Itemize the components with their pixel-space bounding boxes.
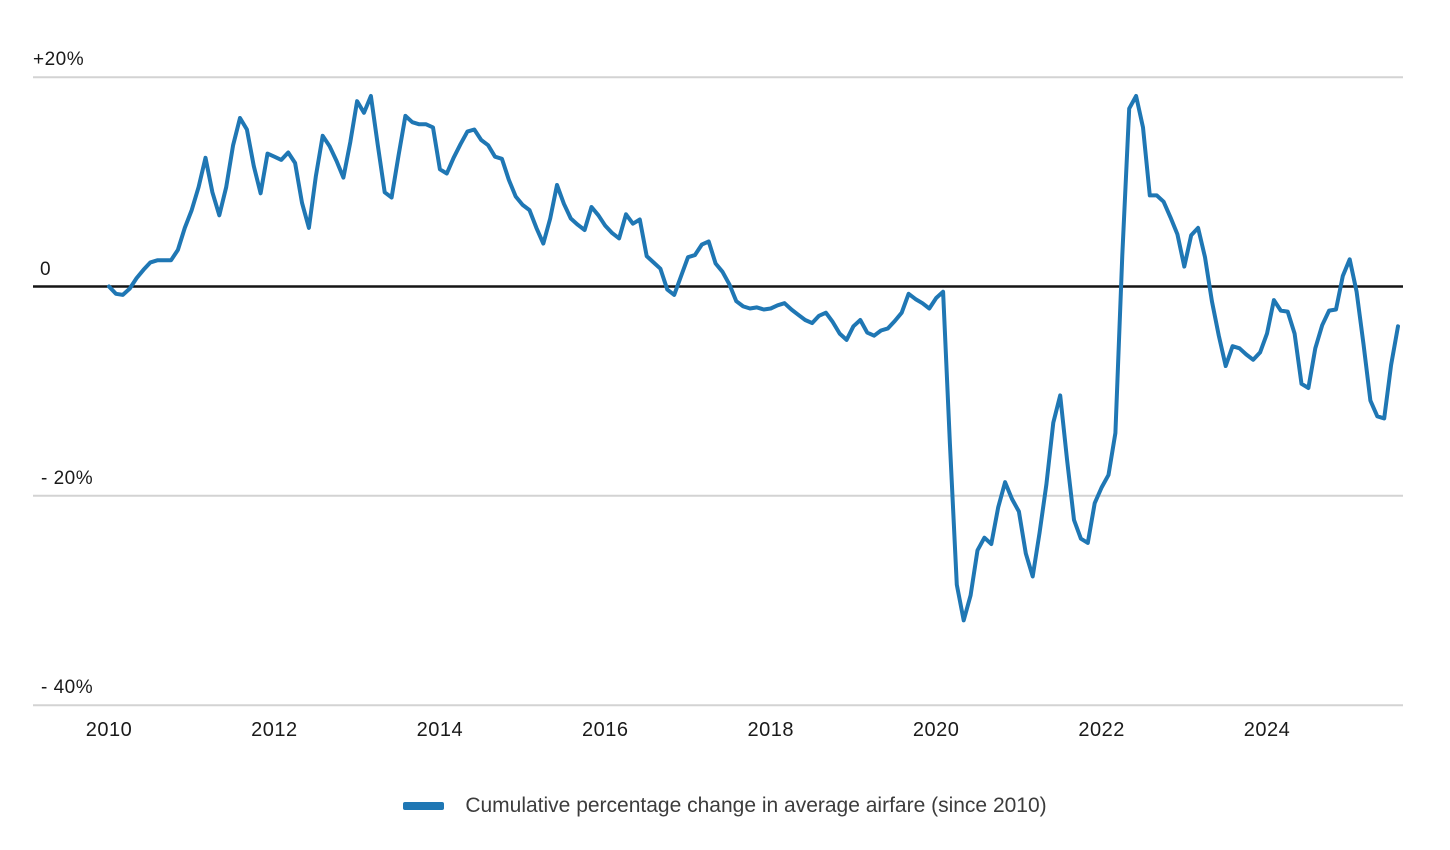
legend-label: Cumulative percentage change in average … — [465, 794, 1047, 817]
x-axis-tick-label: 2010 — [85, 719, 133, 741]
x-axis-tick-label: 2014 — [416, 719, 464, 741]
legend-line-swatch — [403, 802, 445, 810]
chart-legend: Cumulative percentage change in average … — [0, 793, 1450, 819]
x-axis-tick-label: 2012 — [251, 719, 298, 741]
y-axis-tick-label: - 20% — [41, 467, 94, 489]
y-axis-tick-label: 0 — [40, 258, 52, 280]
x-axis-tick-label: 2020 — [912, 719, 960, 741]
x-axis-tick-label: 2024 — [1243, 719, 1291, 741]
y-axis-tick-label: +20% — [33, 49, 85, 71]
x-axis-tick-label: 2016 — [582, 719, 629, 741]
x-axis-tick-label: 2022 — [1078, 719, 1125, 741]
y-axis-tick-label: - 40% — [41, 677, 94, 699]
airfare-trend-line — [107, 94, 1400, 623]
x-axis-tick-label: 2018 — [747, 719, 794, 741]
